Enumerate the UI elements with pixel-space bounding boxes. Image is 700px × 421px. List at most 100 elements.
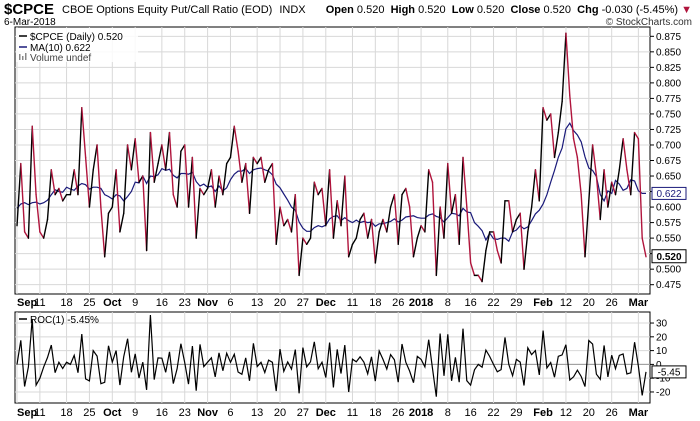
price-y-tick-label: 0.875 — [656, 32, 681, 43]
description-text: CBOE Options Equity Put/Call Ratio (EOD) — [62, 4, 273, 16]
close-label: Close — [510, 4, 541, 16]
price-y-tick-label: 0.775 — [656, 94, 681, 105]
roc-y-tick-label: 30 — [656, 319, 668, 330]
price-x-tick-label: 12 — [560, 297, 572, 309]
roc-x-tick-label: 8 — [445, 407, 451, 419]
price-y-tick-label: 0.850 — [656, 47, 681, 58]
price-y-tick-label: 0.600 — [656, 203, 681, 214]
roc-y-tick-label: -20 — [656, 387, 671, 398]
price-segment — [248, 156, 255, 214]
price-segment — [229, 125, 235, 159]
price-segment — [561, 32, 567, 103]
price-marks — [16, 32, 647, 397]
price-segment — [447, 162, 453, 214]
price-segment — [340, 175, 346, 227]
price-segment — [351, 237, 357, 246]
price-segment — [302, 237, 308, 246]
ma-legend-label: MA(10) 0.622 — [30, 43, 91, 54]
roc-line — [16, 314, 647, 397]
price-segment — [630, 131, 636, 196]
price-segment — [477, 274, 483, 283]
roc-x-tick-label: Mar — [629, 407, 649, 419]
price-segment — [252, 156, 258, 165]
price-segment — [88, 169, 94, 208]
price-segment — [187, 156, 194, 208]
price-segment — [378, 218, 384, 233]
price-segment — [225, 156, 232, 165]
price-segment — [31, 125, 37, 196]
roc-x-tick-label: 20 — [583, 407, 595, 419]
price-segment — [191, 156, 197, 239]
price-segment — [54, 187, 60, 196]
price-segment — [73, 169, 79, 196]
roc-panel — [14, 311, 651, 404]
roc-x-tick-label: 9 — [132, 407, 138, 419]
price-segment — [637, 138, 643, 239]
price-y-tick-label: 0.800 — [656, 78, 681, 89]
price-segment — [176, 150, 182, 208]
price-segment — [454, 193, 460, 246]
price-segment — [595, 175, 601, 221]
ohlc-summary: Open 0.520 High 0.520 Low 0.520 Close 0.… — [326, 4, 692, 16]
price-segment — [119, 212, 125, 233]
price-segment — [584, 200, 590, 258]
price-segment — [16, 162, 22, 227]
price-segment — [355, 218, 361, 239]
roc-x-tick-label: Nov — [197, 407, 219, 419]
price-x-tick-label: Dec — [316, 297, 336, 309]
high-label: High — [390, 4, 416, 16]
price-segment — [481, 249, 487, 283]
price-segment — [626, 169, 632, 196]
price-segment — [286, 218, 293, 233]
roc-x-tick-label: 23 — [179, 407, 191, 419]
price-x-tick-label: Sep — [17, 297, 37, 309]
roc-x-tick-label: 16 — [156, 407, 168, 419]
price-segment — [607, 181, 613, 208]
price-segment — [96, 144, 102, 208]
price-segment — [401, 187, 407, 196]
price-segment — [374, 231, 380, 264]
price-x-tick-label: 25 — [83, 297, 95, 309]
price-y-tick-label: 0.750 — [656, 109, 681, 120]
price-segment — [523, 231, 529, 270]
price-segment — [218, 175, 224, 196]
price-segment — [107, 206, 114, 214]
last-value-text: 0.520 — [656, 252, 681, 263]
price-segment — [27, 125, 33, 239]
price-segment — [466, 206, 472, 264]
price-segment — [439, 206, 445, 239]
price-segment — [572, 138, 579, 159]
roc-x-tick-label: Oct — [103, 407, 122, 419]
price-segment — [39, 231, 45, 239]
price-segment — [153, 162, 159, 183]
price-segment — [325, 169, 331, 227]
price-segment — [103, 212, 110, 258]
price-segment — [214, 175, 220, 208]
price-segment — [294, 193, 300, 277]
price-segment — [530, 169, 537, 208]
ticker-symbol: $CPCE — [4, 1, 55, 18]
price-segment — [69, 169, 75, 196]
chg-label: Chg — [577, 4, 599, 16]
price-segment — [210, 169, 216, 208]
price-segment — [336, 200, 342, 227]
price-segment — [241, 162, 247, 183]
price-segment — [298, 237, 304, 277]
price-segment — [115, 169, 121, 233]
price-segment — [126, 144, 133, 171]
price-x-tick-label: 16 — [156, 297, 168, 309]
price-y-tick-label: 0.725 — [656, 125, 681, 136]
price-segment — [164, 131, 171, 171]
price-segment — [145, 131, 152, 252]
price-segment — [279, 206, 285, 227]
roc-y-tick-label: 10 — [656, 346, 668, 357]
price-x-tick-label: 20 — [583, 297, 595, 309]
price-segment — [271, 162, 277, 246]
price-segment — [84, 156, 91, 208]
price-segment — [469, 262, 476, 277]
price-segment — [35, 193, 41, 233]
price-y-tick-label: 0.550 — [656, 234, 681, 245]
roc-x-tick-label: Dec — [316, 407, 336, 419]
price-y-tick-label: 0.575 — [656, 218, 681, 229]
roc-x-tick-label: 27 — [297, 407, 309, 419]
